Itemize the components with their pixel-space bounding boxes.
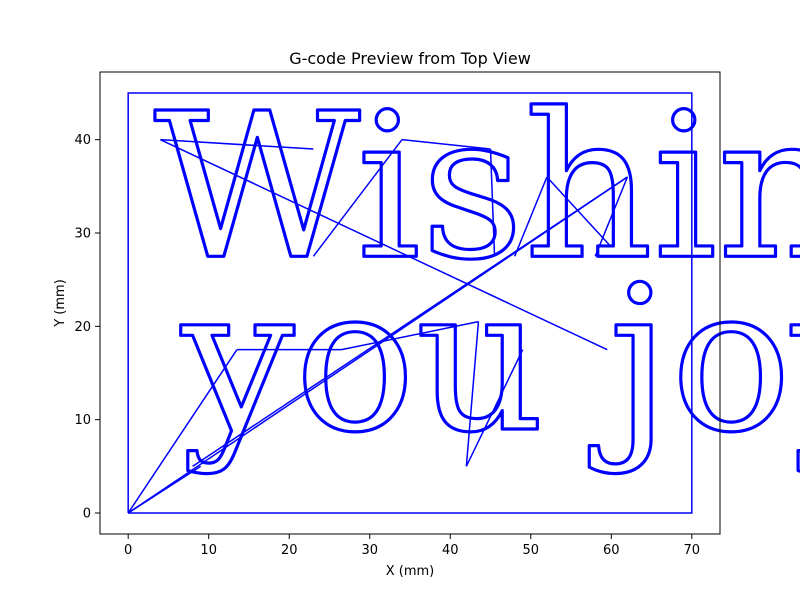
y-tick-label: 20 xyxy=(74,320,91,335)
travel-move xyxy=(489,148,496,257)
travel-move xyxy=(546,176,612,248)
travel-move xyxy=(127,465,202,514)
x-tick-label: 50 xyxy=(523,543,540,558)
text-toolpath: you joy xyxy=(180,244,800,477)
y-tick-label: 10 xyxy=(74,413,91,428)
y-axis-label: Y (mm) xyxy=(53,279,68,328)
travel-move xyxy=(465,349,524,467)
y-axis: 0 10 20 30 40 xyxy=(74,133,100,522)
y-tick-label: 30 xyxy=(74,227,91,242)
text-toolpath: Wishing xyxy=(154,71,800,304)
travel-move xyxy=(341,320,479,351)
x-tick-label: 10 xyxy=(200,543,217,558)
travel-move xyxy=(192,176,628,467)
travel-move xyxy=(513,176,548,257)
x-tick-label: 60 xyxy=(603,543,620,558)
travel-move xyxy=(127,349,238,514)
travel-move xyxy=(594,176,629,257)
travel-move xyxy=(160,138,608,351)
chart-title: G-code Preview from Top View xyxy=(289,49,531,68)
travel-move xyxy=(160,138,314,150)
y-tick-label: 40 xyxy=(74,133,91,148)
x-tick-label: 0 xyxy=(124,543,132,558)
x-tick-label: 40 xyxy=(442,543,459,558)
axes-frame xyxy=(99,71,721,535)
plot-area: Wishingyou joy xyxy=(127,70,800,514)
travel-move xyxy=(401,138,491,150)
x-axis: 0 10 20 30 40 50 60 70 xyxy=(124,534,700,558)
border-path xyxy=(127,92,693,514)
x-tick-label: 20 xyxy=(281,543,298,558)
travel-move xyxy=(465,321,480,467)
x-tick-label: 70 xyxy=(684,543,701,558)
x-tick-label: 30 xyxy=(361,543,378,558)
x-axis-label: X (mm) xyxy=(386,564,435,579)
travel-move xyxy=(312,139,403,257)
y-tick-label: 0 xyxy=(83,507,91,522)
